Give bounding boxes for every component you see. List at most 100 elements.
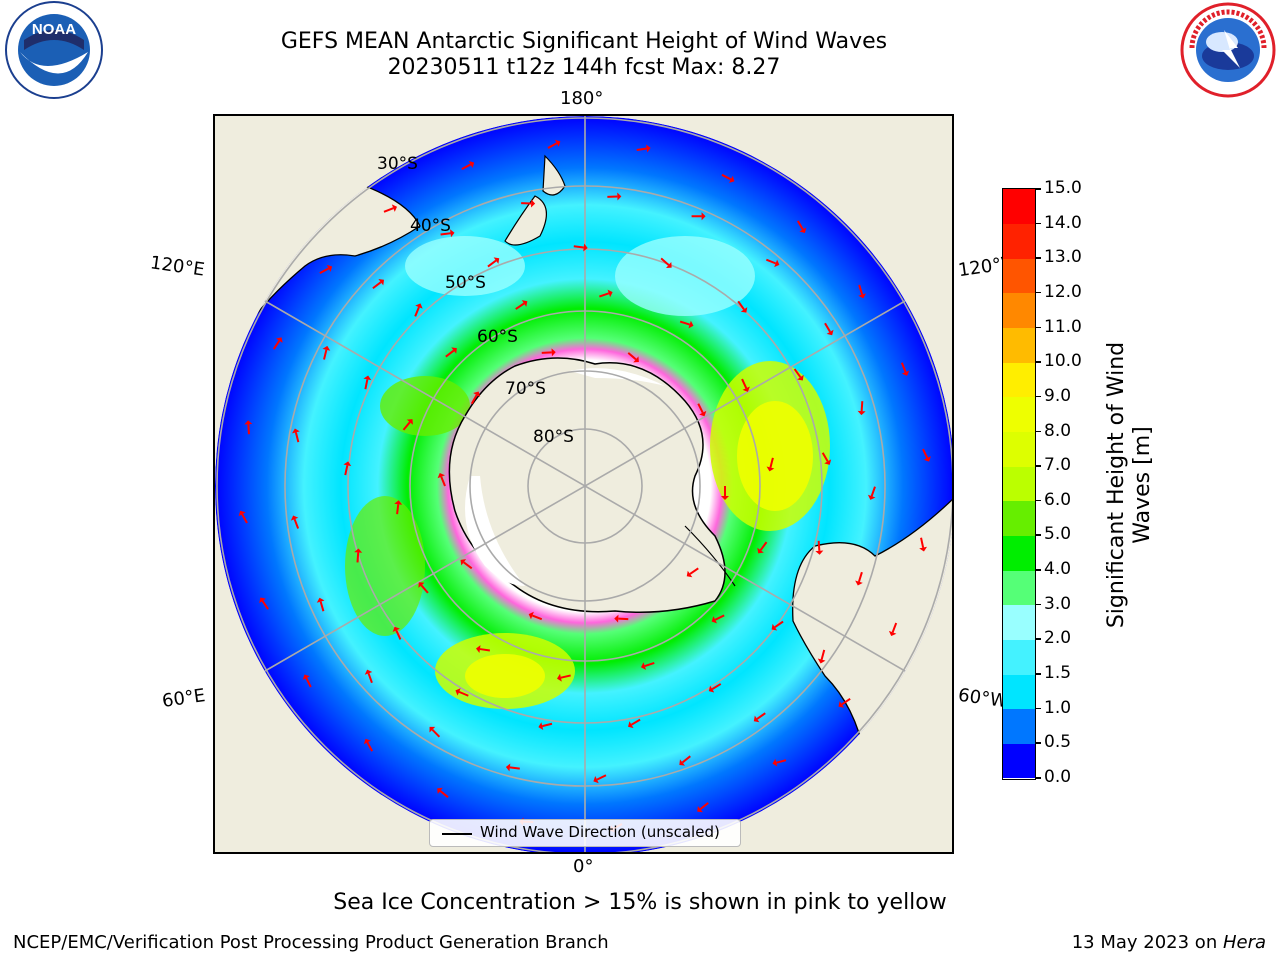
colorbar-segment	[1003, 431, 1035, 467]
colorbar-tick-mark	[1035, 257, 1041, 259]
wave-direction-arrow	[560, 674, 571, 679]
wave-direction-arrowhead	[418, 582, 425, 588]
wave-direction-arrowhead	[711, 616, 717, 624]
colorbar-segment	[1003, 189, 1035, 225]
lat-label-30s: 30°S	[377, 154, 418, 174]
wave-direction-arrow	[630, 718, 641, 726]
colorbar-tick-label: 4.0	[1044, 559, 1072, 580]
wave-direction-arrow	[697, 403, 704, 414]
wave-direction-arrow	[644, 661, 655, 667]
wave-direction-arrowhead	[554, 139, 561, 147]
wave-direction-arrow	[547, 142, 558, 149]
wave-direction-arrow	[319, 601, 325, 612]
colorbar-tick-label: 1.5	[1044, 663, 1072, 684]
wave-direction-arrowhead	[468, 160, 475, 168]
ice-shelf	[570, 368, 665, 386]
wave-direction-arrowhead	[455, 688, 461, 696]
wave-direction-arrow	[573, 245, 584, 249]
chart-subtitle: 20230511 t12z 144h fcst Max: 8.27	[387, 55, 781, 80]
wave-direction-arrowhead	[392, 626, 400, 633]
colorbar-tick-label: 0.0	[1044, 767, 1072, 787]
wave-direction-arrow	[372, 281, 382, 290]
wave-direction-arrow	[824, 322, 831, 333]
wave-direction-arrow	[458, 690, 469, 697]
wave-direction-arrow	[293, 518, 300, 529]
colorbar-segment	[1003, 327, 1035, 363]
lon-label-60e: 60°E	[160, 685, 207, 712]
lat-label-40s: 40°S	[410, 216, 451, 236]
colorbar-segment	[1003, 292, 1035, 329]
wave-direction-arrow	[364, 379, 369, 390]
wave-direction-arrowhead	[686, 570, 693, 578]
wave-direction-arrowhead	[378, 278, 385, 286]
wave-direction-arrow	[741, 378, 748, 389]
colorbar-tick-label: 3.0	[1044, 593, 1072, 614]
colorbar-segment	[1003, 500, 1035, 536]
colorbar-segment	[1003, 258, 1035, 294]
wave-direction-arrowhead	[364, 669, 373, 675]
wave-direction-arrow	[920, 537, 925, 548]
wave-direction-arrowhead	[855, 580, 863, 586]
wave-direction-arrow	[319, 267, 330, 275]
wave-direction-arrow	[461, 163, 472, 170]
wave-patch-peak	[737, 401, 813, 511]
wave-direction-arrowhead	[697, 806, 703, 813]
colorbar-tick-mark	[1035, 465, 1041, 467]
wave-direction-arrowhead	[774, 259, 780, 268]
noaa-logo: NOAA	[5, 1, 103, 99]
wave-direction-arrowhead	[817, 658, 826, 664]
colorbar-tick-label: 1.0	[1044, 697, 1072, 718]
wave-direction-arrow	[487, 259, 497, 268]
wave-direction-arrowhead	[688, 320, 694, 329]
colorbar-tick-mark	[1035, 569, 1041, 571]
footer-date-text: 13 May 2023 on	[1071, 932, 1223, 953]
wave-direction-arrowhead	[923, 456, 931, 462]
wave-direction-arrowhead	[740, 307, 748, 313]
wave-direction-arrow	[366, 741, 374, 752]
colorbar-tick-mark	[1035, 707, 1041, 710]
footer-credit: NCEP/EMC/Verification Post Processing Pr…	[13, 932, 609, 953]
wave-direction-arrowhead	[888, 630, 897, 637]
wave-direction-arrowhead	[766, 466, 775, 472]
colorbar-tick-mark	[1035, 361, 1041, 363]
colorbar-tick-label: 6.0	[1044, 489, 1072, 510]
colorbar-tick-label: 12.0	[1044, 281, 1082, 302]
chart-title: GEFS MEAN Antarctic Significant Height o…	[280, 29, 888, 54]
wave-direction-arrow	[431, 728, 441, 738]
wave-direction-arrowhead	[275, 337, 283, 343]
wave-direction-arrow	[681, 755, 691, 764]
wave-direction-arrow	[860, 401, 864, 412]
wave-direction-arrowhead	[363, 738, 371, 745]
wave-patch-peak	[465, 654, 545, 698]
wave-direction-arrowhead	[815, 550, 824, 555]
wave-direction-arrow	[440, 232, 451, 236]
wave-direction-arrowhead	[919, 546, 928, 552]
wave-direction-arrowhead	[391, 204, 398, 212]
colorbar-segment	[1003, 708, 1035, 744]
wave-direction-arrowhead	[614, 614, 619, 623]
colorbar-segment	[1003, 535, 1035, 571]
wave-direction-arrow	[820, 649, 826, 660]
wave-direction-arrowhead	[302, 674, 310, 680]
wave-direction-arrow	[414, 306, 420, 317]
wave-direction-arrow	[395, 629, 402, 640]
wave-direction-arrow	[440, 476, 446, 487]
wave-direction-arrowhead	[238, 510, 246, 517]
wave-direction-arrow	[776, 759, 787, 764]
wave-direction-arrowhead	[244, 420, 253, 425]
wave-direction-arrow	[356, 552, 360, 563]
colorbar-segment	[1003, 639, 1035, 675]
wave-direction-arrow	[515, 302, 525, 310]
wave-direction-arrowhead	[824, 459, 832, 465]
lon-label-180: 180°	[560, 88, 604, 109]
colorbar-tick-label: 10.0	[1044, 351, 1082, 372]
wave-direction-arrowhead	[679, 759, 685, 766]
wave-direction-arrow	[479, 648, 491, 652]
colorbar-segment	[1003, 743, 1035, 779]
wave-direction-arrow	[821, 452, 829, 462]
wave-direction-arrow	[841, 698, 851, 706]
colorbar-segment	[1003, 362, 1035, 398]
footer-machine: Hera	[1222, 932, 1266, 953]
colorbar-tick-label: 8.0	[1044, 420, 1072, 441]
wave-direction-arrow	[470, 394, 478, 405]
